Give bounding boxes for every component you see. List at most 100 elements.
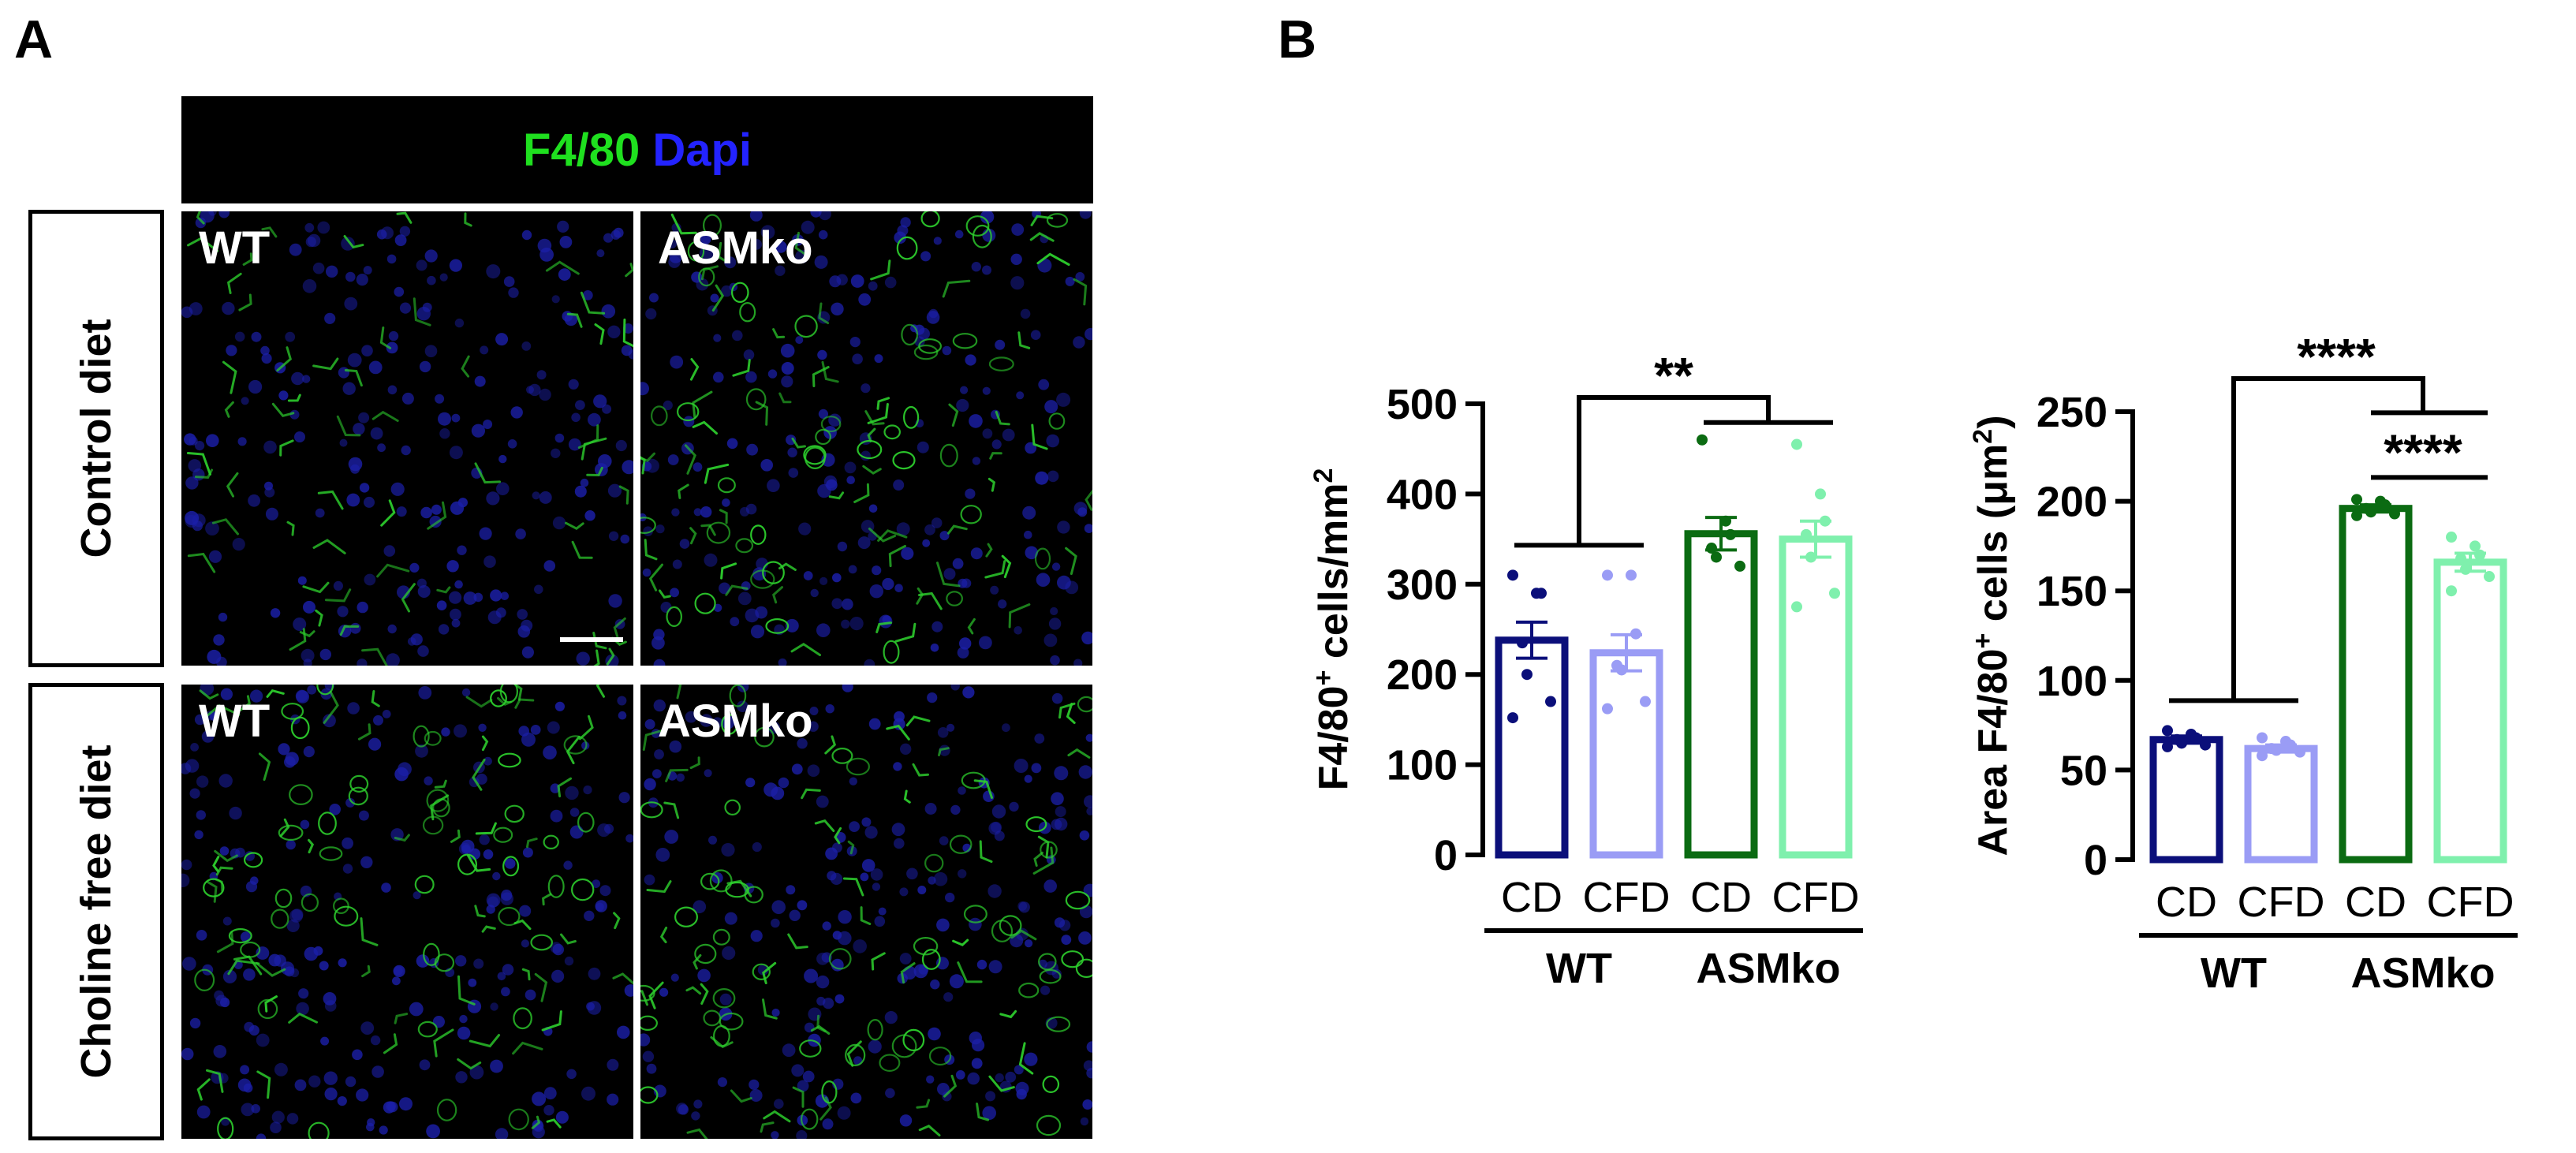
data-point xyxy=(2257,732,2268,744)
chart-1: 0 100 200 300 400 500 F4/80+ cells/mm2 CD CFD CD C… xyxy=(1309,347,1863,992)
nuclei-layer xyxy=(640,685,1092,1139)
y-tick-label: 100 xyxy=(1387,742,1458,789)
data-point xyxy=(1640,696,1651,707)
y-tick-label: 0 xyxy=(1434,832,1458,879)
data-point xyxy=(1805,551,1816,563)
data-point xyxy=(1602,703,1613,715)
micrograph-wt-choline-free: WT xyxy=(181,685,633,1139)
y-tick-label: 200 xyxy=(1387,651,1458,699)
macrophage-layer xyxy=(186,211,633,666)
y-tick-label: 300 xyxy=(1387,562,1458,609)
significance-label: **** xyxy=(2297,328,2376,385)
data-point xyxy=(2455,553,2466,565)
data-point xyxy=(1517,637,1528,649)
group-label: ASMko xyxy=(1696,945,1840,992)
data-point xyxy=(2351,509,2362,521)
significance-label: ** xyxy=(1654,347,1693,404)
data-point xyxy=(2446,532,2457,543)
nuclei-layer xyxy=(181,211,633,666)
data-point xyxy=(2446,585,2457,597)
y-tick-label: 150 xyxy=(2037,568,2107,615)
y-tick-label: 100 xyxy=(2037,658,2107,705)
category-label: CD xyxy=(2156,879,2217,926)
data-point xyxy=(1536,588,1547,599)
row-label-choline-free-diet-text: Choline free diet xyxy=(73,744,120,1079)
y-tick-label: 500 xyxy=(1387,381,1458,428)
panel-a-letter: A xyxy=(14,9,54,69)
data-point xyxy=(2460,563,2471,575)
data-point xyxy=(2257,750,2268,762)
row-label-control-diet: Control diet xyxy=(28,210,164,667)
data-point xyxy=(1725,528,1736,540)
marker-dapi-label: Dapi xyxy=(652,124,752,176)
y-tick-label: 400 xyxy=(1387,471,1458,518)
category-label: CFD xyxy=(1583,874,1671,921)
category-label: CD xyxy=(2345,879,2406,926)
y-tick-label: 200 xyxy=(2037,479,2107,526)
data-point xyxy=(1697,434,1708,446)
group-label: WT xyxy=(2201,950,2267,994)
data-point xyxy=(1630,628,1641,640)
micrograph-label-asmko: ASMko xyxy=(658,222,813,274)
y-tick-label: 250 xyxy=(2037,389,2107,436)
data-point xyxy=(2474,549,2485,561)
row-label-control-diet-text: Control diet xyxy=(73,319,120,558)
y-tick-label: 50 xyxy=(2060,747,2107,794)
data-point xyxy=(1720,515,1731,527)
micrograph-label-wt: WT xyxy=(199,222,271,274)
data-point xyxy=(1521,669,1533,681)
macrophage-layer xyxy=(640,685,1092,1139)
data-point xyxy=(2351,494,2362,506)
data-point xyxy=(2271,744,2282,756)
data-point xyxy=(2285,739,2296,751)
marker-f480-label: F4/80 xyxy=(522,124,640,176)
significance-label-inner: **** xyxy=(2384,424,2462,480)
micrograph-wt-control: WT xyxy=(181,211,633,666)
data-point xyxy=(2380,499,2391,511)
micrograph-asmko-choline-free: ASMko xyxy=(640,685,1092,1139)
microscopy-panel: F4/80 Dapi Control diet Choline free die… xyxy=(0,0,1104,1153)
bar xyxy=(1589,649,1663,859)
data-point xyxy=(1791,601,1802,613)
data-point xyxy=(1820,515,1831,527)
category-label: CFD xyxy=(2427,879,2514,926)
category-label: CFD xyxy=(1772,874,1860,921)
micrograph-asmko-control: ASMko xyxy=(640,211,1092,666)
bar xyxy=(2433,558,2507,864)
data-point xyxy=(1706,543,1717,554)
data-point xyxy=(1815,488,1826,500)
data-point xyxy=(2162,741,2173,752)
data-point xyxy=(1507,569,1518,581)
macrophage-layer xyxy=(640,211,1092,664)
data-point xyxy=(1602,569,1613,581)
category-label: CD xyxy=(1690,874,1752,921)
y-axis-label: Area F4/80+ cells (μm2) xyxy=(1968,415,2016,856)
nuclei-layer xyxy=(640,211,1092,666)
micrograph-label-wt: WT xyxy=(199,696,271,747)
data-point xyxy=(1791,438,1802,450)
bar xyxy=(1684,530,1758,859)
y-tick-label: 0 xyxy=(2084,837,2107,884)
sig-bracket xyxy=(1577,395,1771,546)
category-label: CFD xyxy=(2238,879,2325,926)
data-point xyxy=(2190,732,2201,744)
row-label-choline-free-diet: Choline free diet xyxy=(28,683,164,1140)
data-point xyxy=(1734,560,1745,572)
group-label: ASMko xyxy=(2350,950,2495,994)
data-point xyxy=(1829,588,1840,599)
data-point xyxy=(1711,551,1722,563)
data-point xyxy=(1626,569,1637,581)
scale-bar xyxy=(560,637,623,642)
chart-2: 0 50 100 150 200 250 Area F4/80+ cells (μm2) CD… xyxy=(1968,328,2518,994)
stain-header: F4/80 Dapi xyxy=(181,96,1093,203)
data-point xyxy=(2470,540,2481,552)
data-point xyxy=(2162,725,2173,737)
micrograph-label-asmko: ASMko xyxy=(658,696,813,747)
data-point xyxy=(1507,712,1518,724)
group-label: WT xyxy=(1546,945,1612,992)
data-point xyxy=(2294,746,2305,758)
data-point xyxy=(1801,528,1812,540)
category-label: CD xyxy=(1501,874,1562,921)
bar xyxy=(2149,736,2223,864)
